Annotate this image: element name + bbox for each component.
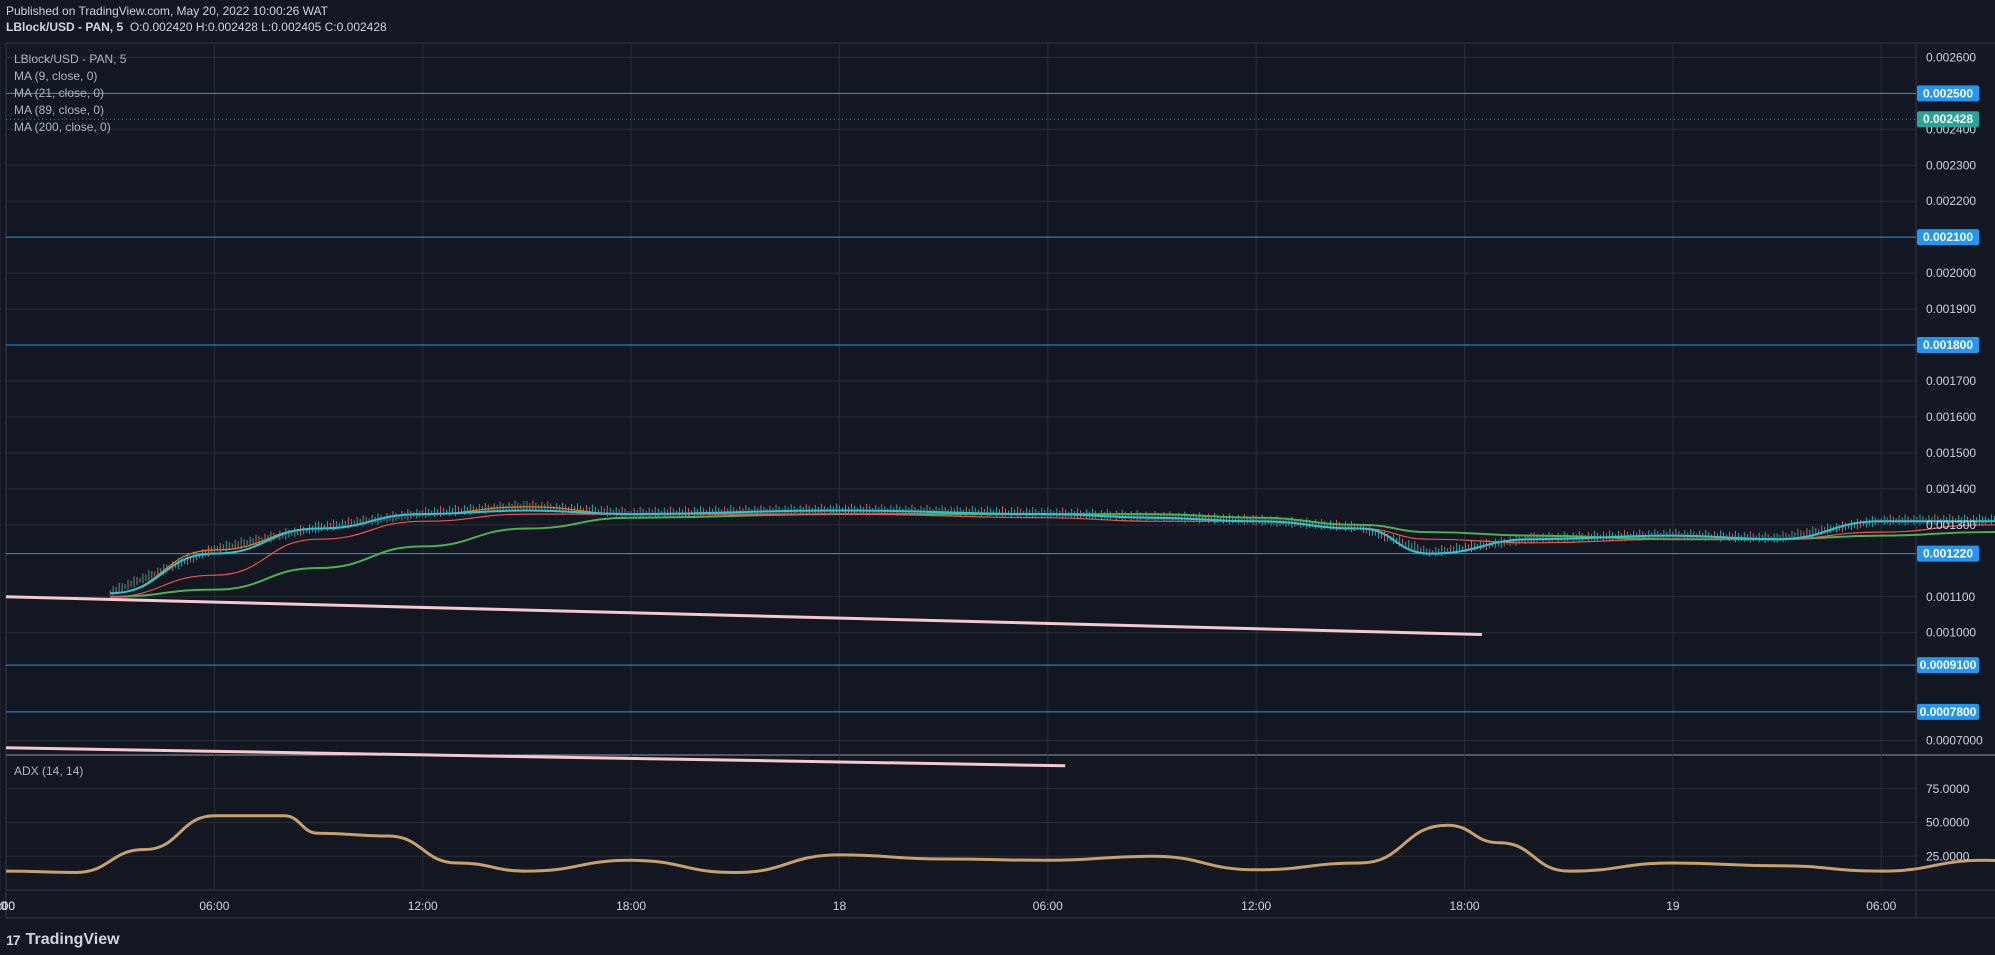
price-tick-label: 0.002000	[1926, 266, 1976, 280]
time-tick-label: 06:00	[199, 899, 229, 913]
price-tick-label: 0.002600	[1926, 50, 1976, 64]
price-tick-label: 0.001300	[1926, 518, 1976, 532]
price-tick-label: 0.001400	[1926, 482, 1976, 496]
time-tick-label: 12:00	[408, 899, 438, 913]
legend-adx[interactable]: ADX (14, 14)	[14, 764, 84, 778]
level-price-tag	[1917, 703, 1979, 720]
price-tick-label: 0.002300	[1926, 158, 1976, 172]
ma9-line	[110, 509, 1995, 595]
time-tick-label: 06:00	[1866, 899, 1896, 913]
ma89-line	[110, 513, 1995, 598]
brand-name: TradingView	[25, 931, 120, 948]
time-axis[interactable]: 06:0012:0018:001806:0012:0018:001906:001…	[0, 899, 1897, 913]
price-tick-label: 0.001100	[1926, 590, 1975, 604]
level-price-label: 0.001220	[1923, 547, 1973, 561]
price-tick-label: 0.001000	[1926, 626, 1976, 640]
horizontal-levels	[6, 92, 1916, 713]
adx-panel	[5, 814, 1995, 875]
trendlines	[5, 595, 1482, 768]
trendline	[5, 746, 1066, 768]
level-price-tag	[1917, 545, 1979, 562]
price-tick-label: 0.0007000	[1926, 734, 1983, 748]
price-tick-label: 0.001600	[1926, 410, 1976, 424]
tradingview-brand[interactable]: 17 TradingView	[6, 931, 120, 949]
time-tick-label: 18	[833, 899, 847, 913]
price-tick-label: 0.002200	[1926, 194, 1976, 208]
legend-ma89[interactable]: MA (89, close, 0)	[14, 103, 105, 117]
time-tick-label: 19	[1666, 899, 1680, 913]
adx-tick-label: 75.0000	[1926, 782, 1970, 796]
published-caption: Published on TradingView.com, May 20, 20…	[6, 4, 328, 18]
time-tick-label: 06:00	[0, 899, 15, 913]
price-axis[interactable]: 0.0026000.0024000.0023000.0022000.002000…	[1917, 50, 1983, 863]
level-price-label: 0.001800	[1923, 338, 1973, 352]
time-tick-label: 20	[0, 899, 7, 913]
ohlc-header: LBlock/USD - PAN, 5 O:0.002420 H:0.00242…	[6, 20, 387, 34]
time-tick-label: 12:00	[1241, 899, 1271, 913]
ma-lines	[110, 506, 1995, 598]
price-tick-label: 0.001500	[1926, 446, 1976, 460]
level-price-label: 0.002500	[1923, 86, 1973, 100]
level-price-label: 0.002100	[1923, 230, 1973, 244]
adx-tick-label: 25.0000	[1926, 849, 1970, 863]
level-price-tag	[1917, 337, 1979, 354]
time-tick-label: 12:00	[0, 899, 15, 913]
price-tick-label: 0.001900	[1926, 302, 1976, 316]
current-price-tag	[1917, 111, 1979, 128]
chart-frame	[5, 42, 1995, 919]
tradingview-logo-icon: 17	[6, 932, 21, 948]
legend-title: LBlock/USD - PAN, 5	[14, 52, 127, 66]
legend-ma21[interactable]: MA (21, close, 0)	[14, 86, 105, 100]
time-tick-label: 18:00	[0, 899, 15, 913]
time-tick-label: 06:00	[1033, 899, 1063, 913]
ohlc-values: O:0.002420 H:0.002428 L:0.002405 C:0.002…	[129, 20, 387, 34]
level-price-tag	[1917, 229, 1979, 246]
level-price-label: 0.0007800	[1920, 705, 1977, 719]
level-price-label: 0.0009100	[1920, 658, 1977, 672]
adx-tick-label: 50.0000	[1926, 816, 1970, 830]
price-tick-label: 0.001700	[1926, 374, 1976, 388]
adx-line	[5, 814, 1995, 875]
time-tick-label: 18:00	[616, 899, 646, 913]
symbol-title: LBlock/USD - PAN, 5	[6, 20, 124, 34]
trendline	[5, 595, 1482, 637]
level-price-tag	[1917, 657, 1979, 674]
level-price-tag	[1917, 85, 1979, 102]
legend-ma9[interactable]: MA (9, close, 0)	[14, 69, 98, 83]
time-tick-label: 18:00	[1450, 899, 1480, 913]
legend-ma200[interactable]: MA (200, close, 0)	[14, 120, 111, 134]
current-price-label: 0.002428	[1923, 112, 1973, 126]
ma21-line	[110, 506, 1995, 594]
